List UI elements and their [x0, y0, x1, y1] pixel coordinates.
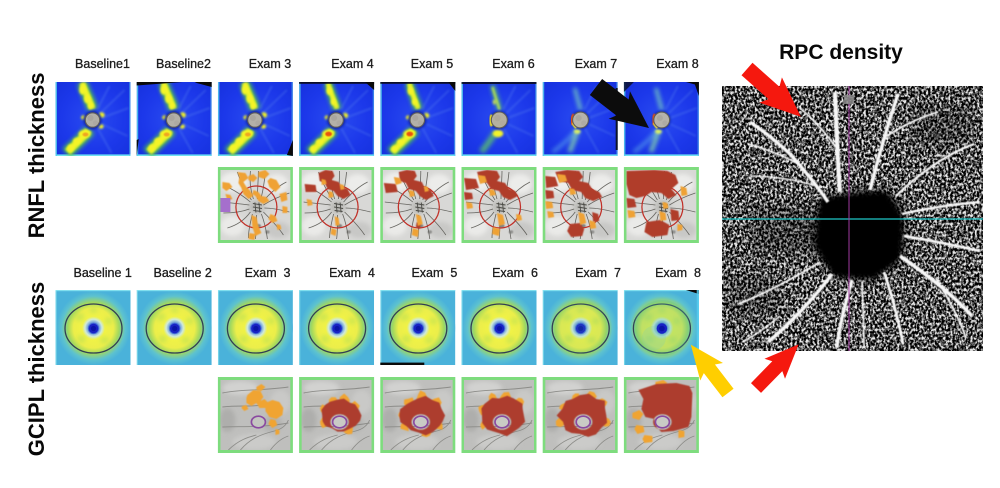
svg-text:Exam 5: Exam 5	[411, 57, 453, 71]
svg-text:Baseline2: Baseline2	[156, 57, 211, 71]
svg-text:Exam 6: Exam 6	[492, 57, 534, 71]
svg-text:Baseline 1: Baseline 1	[74, 266, 132, 280]
svg-text:Exam 4: Exam 4	[331, 57, 373, 71]
svg-text:Exam 3: Exam 3	[249, 57, 291, 71]
svg-text:Baseline1: Baseline1	[75, 57, 130, 71]
svg-text:Exam 5: Exam 5	[411, 266, 457, 280]
svg-text:Exam 7: Exam 7	[575, 57, 617, 71]
svg-text:GCIPL thickness: GCIPL thickness	[24, 282, 49, 456]
svg-text:Baseline 2: Baseline 2	[154, 266, 212, 280]
svg-text:Exam 6: Exam 6	[492, 266, 538, 280]
svg-text:Exam 8: Exam 8	[656, 57, 698, 71]
svg-text:Exam 7: Exam 7	[575, 266, 621, 280]
svg-text:Exam 4: Exam 4	[329, 266, 375, 280]
svg-text:Exam 8: Exam 8	[655, 266, 701, 280]
svg-text:RPC density: RPC density	[779, 41, 903, 64]
svg-text:RNFL thickness: RNFL thickness	[24, 73, 49, 239]
svg-text:Exam 3: Exam 3	[245, 266, 291, 280]
